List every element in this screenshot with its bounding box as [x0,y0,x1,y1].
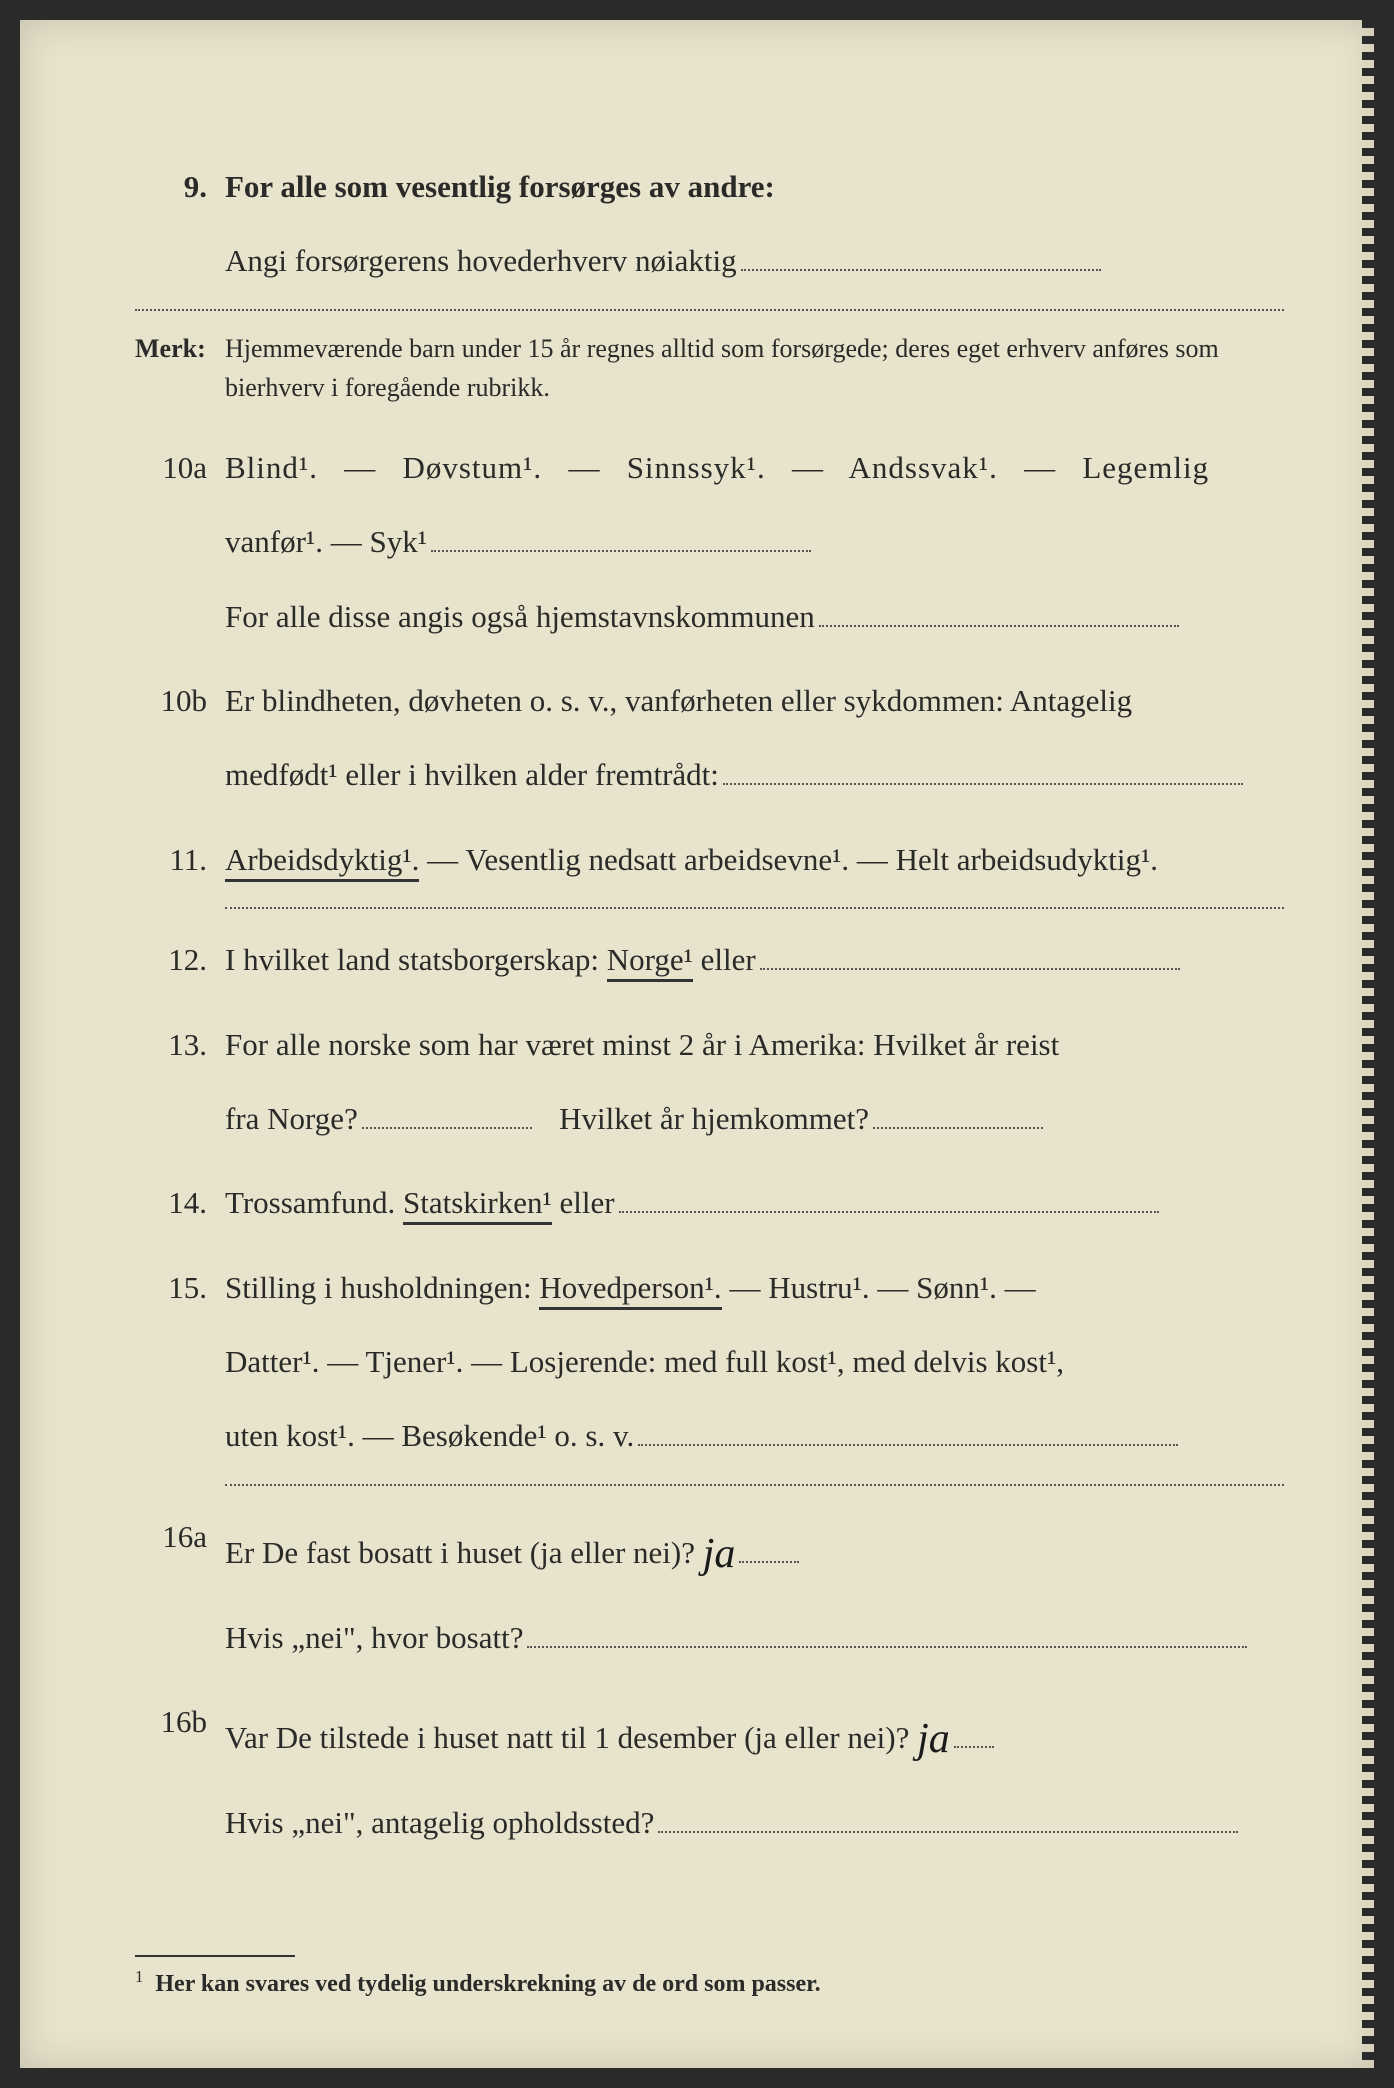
fill-line [954,1717,994,1748]
q15-line3: uten kost¹. — Besøkende¹ o. s. v. [225,1399,1284,1473]
question-body: Var De tilstede i huset natt til 1 desem… [225,1685,1284,1860]
fill-line [760,939,1180,970]
question-number: 11. [135,823,225,897]
divider [225,1484,1284,1486]
census-form-page: 9. For alle som vesentlig forsørges av a… [20,20,1374,2068]
question-body: I hvilket land statsborgerskap: Norge¹ e… [225,923,1284,997]
question-body: Blind¹. — Døvstum¹. — Sinnssyk¹. — Andss… [225,431,1284,654]
question-body: For alle som vesentlig forsørges av andr… [225,150,1284,299]
q10b-line2: medfødt¹ eller i hvilken alder fremtrådt… [225,738,1284,812]
fill-line [819,596,1179,627]
fill-line [638,1415,1178,1446]
footnote-text: 1 Her kan svares ved tydelig underskrekn… [135,1967,1284,1998]
footnote: 1 Her kan svares ved tydelig underskrekn… [135,1955,1284,1998]
question-16a: 16a Er De fast bosatt i huset (ja eller … [135,1500,1284,1675]
fill-line [619,1182,1159,1213]
question-10a: 10a Blind¹. — Døvstum¹. — Sinnssyk¹. — A… [135,431,1284,654]
question-16b: 16b Var De tilstede i huset natt til 1 d… [135,1685,1284,1860]
fill-line [739,1532,799,1563]
question-number: 16b [135,1685,225,1860]
q16a-line2: Hvis „nei", hvor bosatt? [225,1601,1284,1675]
question-number: 13. [135,1008,225,1157]
question-number: 10a [135,431,225,654]
handwritten-answer: ja [703,1531,736,1577]
fill-line [723,754,1243,785]
q15-line2: Datter¹. — Tjener¹. — Losjerende: med fu… [225,1325,1284,1399]
q15-line1: Stilling i husholdningen: Hovedperson¹. … [225,1251,1284,1325]
question-14: 14. Trossamfund. Statskirken¹ eller [135,1166,1284,1240]
fill-line [658,1802,1238,1833]
q11-underlined: Arbeidsdyktig¹. [225,842,419,882]
merk-text: Hjemmeværende barn under 15 år regnes al… [225,329,1284,407]
question-number: 15. [135,1251,225,1474]
q10b-line1: Er blindheten, døvheten o. s. v., vanfør… [225,664,1284,738]
q16b-line2: Hvis „nei", antagelig opholdssted? [225,1786,1284,1860]
q16a-line1: Er De fast bosatt i huset (ja eller nei)… [225,1500,1284,1601]
question-13: 13. For alle norske som har været minst … [135,1008,1284,1157]
q10a-line1: Blind¹. — Døvstum¹. — Sinnssyk¹. — Andss… [225,431,1284,505]
q11-rest: — Vesentlig nedsatt arbeidsevne¹. — Helt… [427,842,1158,877]
q13-line1: For alle norske som har været minst 2 år… [225,1008,1284,1082]
question-9: 9. For alle som vesentlig forsørges av a… [135,150,1284,299]
question-11: 11. Arbeidsdyktig¹. — Vesentlig nedsatt … [135,823,1284,897]
divider [225,907,1284,909]
question-body: Er De fast bosatt i huset (ja eller nei)… [225,1500,1284,1675]
q13-line2: fra Norge? Hvilket år hjemkommet? [225,1082,1284,1156]
fill-line [431,521,811,552]
fill-line [527,1617,1247,1648]
question-number: 9. [135,150,225,299]
q9-line2: Angi forsørgerens hovederhverv nøiaktig [225,224,1284,298]
question-body: Trossamfund. Statskirken¹ eller [225,1166,1284,1240]
handwritten-answer: ja [917,1716,950,1762]
merk-label: Merk: [135,329,225,407]
q9-line1: For alle som vesentlig forsørges av andr… [225,150,1284,224]
q10a-line3: For alle disse angis også hjemstavnskomm… [225,580,1284,654]
question-10b: 10b Er blindheten, døvheten o. s. v., va… [135,664,1284,813]
fill-line [741,240,1101,271]
question-number: 10b [135,664,225,813]
question-body: Er blindheten, døvheten o. s. v., vanfør… [225,664,1284,813]
question-15: 15. Stilling i husholdningen: Hovedperso… [135,1251,1284,1474]
question-body: Arbeidsdyktig¹. — Vesentlig nedsatt arbe… [225,823,1284,897]
fill-line [873,1098,1043,1129]
question-number: 12. [135,923,225,997]
question-number: 14. [135,1166,225,1240]
fill-line [362,1098,532,1129]
note-merk: Merk: Hjemmeværende barn under 15 år reg… [135,329,1284,407]
divider [135,309,1284,311]
question-body: Stilling i husholdningen: Hovedperson¹. … [225,1251,1284,1474]
question-12: 12. I hvilket land statsborgerskap: Norg… [135,923,1284,997]
q16b-line1: Var De tilstede i huset natt til 1 desem… [225,1685,1284,1786]
footnote-rule [135,1955,295,1957]
q10a-line2: vanfør¹. — Syk¹ [225,505,1284,579]
question-body: For alle norske som har været minst 2 år… [225,1008,1284,1157]
question-number: 16a [135,1500,225,1675]
